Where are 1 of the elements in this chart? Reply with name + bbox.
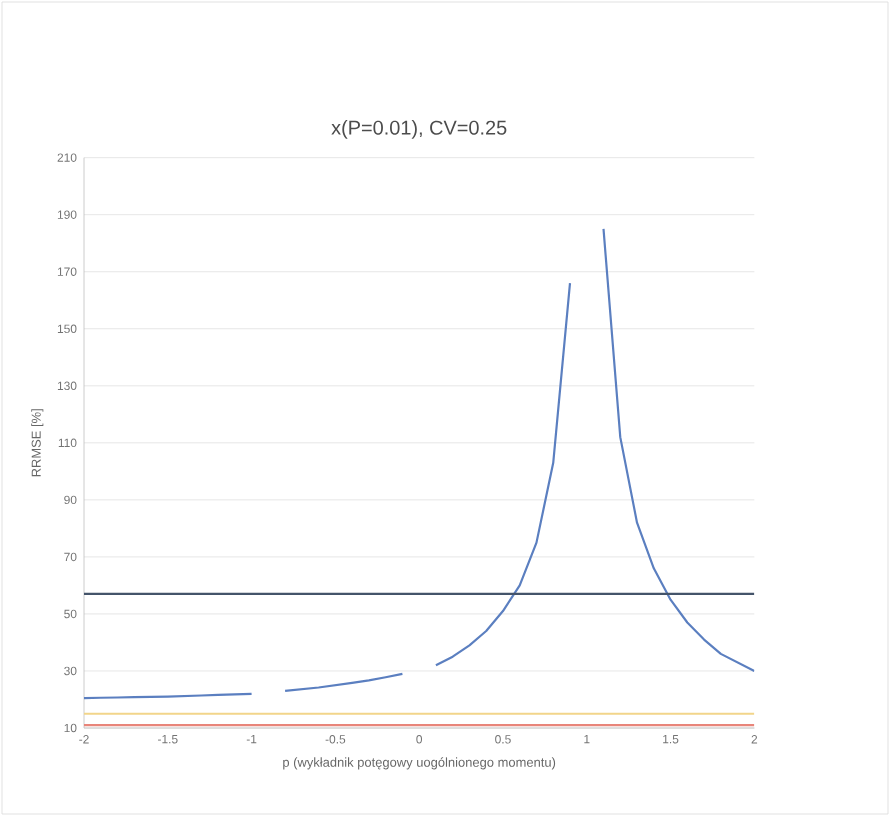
chart-title: x(P=0.01), CV=0.25 — [331, 120, 507, 139]
